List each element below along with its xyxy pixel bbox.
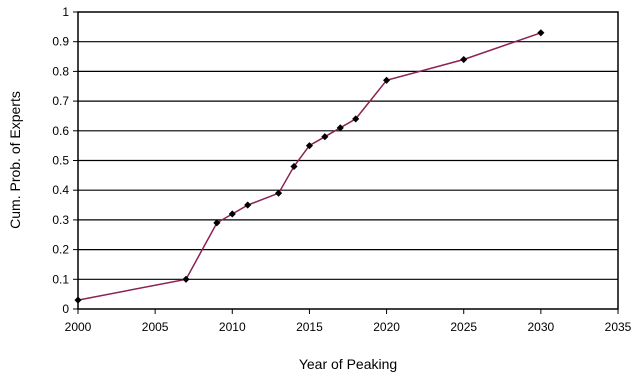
y-tick-label: 0.7: [52, 94, 69, 108]
y-tick-label: 0.4: [52, 183, 69, 197]
y-tick-label: 0.8: [52, 64, 69, 78]
x-tick-label: 2010: [219, 320, 246, 334]
y-tick-label: 0: [62, 302, 69, 316]
x-tick-label: 2035: [605, 320, 632, 334]
x-tick-label: 2030: [528, 320, 555, 334]
y-tick-label: 0.9: [52, 35, 69, 49]
data-point-marker: [537, 29, 545, 37]
data-point-marker: [228, 210, 236, 218]
data-point-marker: [321, 133, 329, 141]
y-tick-label: 1: [62, 5, 69, 19]
data-point-marker: [460, 55, 468, 64]
x-tick-label: 2015: [296, 320, 323, 334]
y-tick-label: 0.6: [52, 124, 69, 138]
x-axis-ticks: 2000 2005 2010 2015 2020 2025 2030 2035: [65, 309, 632, 334]
y-axis-ticks: 0 0.1 0.2 0.3 0.4 0.5 0.6 0.7 0.8 0.9 1: [52, 5, 78, 316]
x-tick-label: 2005: [142, 320, 169, 334]
series-layer: [74, 29, 545, 304]
x-tick-label: 2000: [65, 320, 92, 334]
y-axis-title: Cum. Prob. of Experts: [7, 91, 23, 229]
x-tick-label: 2020: [373, 320, 400, 334]
data-point-marker: [275, 189, 283, 197]
x-tick-label: 2025: [450, 320, 477, 334]
y-tick-label: 0.1: [52, 272, 69, 286]
data-point-marker: [383, 76, 391, 84]
y-tick-label: 0.5: [52, 154, 69, 168]
y-tick-label: 0.2: [52, 243, 69, 257]
series-line: [77, 32, 542, 301]
y-tick-label: 0.3: [52, 213, 69, 227]
data-point-marker: [352, 115, 360, 123]
data-point-marker: [182, 275, 190, 283]
data-point-marker: [74, 296, 82, 304]
x-axis-title: Year of Peaking: [299, 356, 397, 372]
data-point-marker: [290, 162, 298, 171]
data-point-marker: [336, 124, 344, 132]
data-point-marker: [305, 142, 313, 150]
grid-layer: [78, 41, 618, 280]
data-point-marker: [213, 219, 221, 227]
data-point-marker: [244, 201, 252, 209]
